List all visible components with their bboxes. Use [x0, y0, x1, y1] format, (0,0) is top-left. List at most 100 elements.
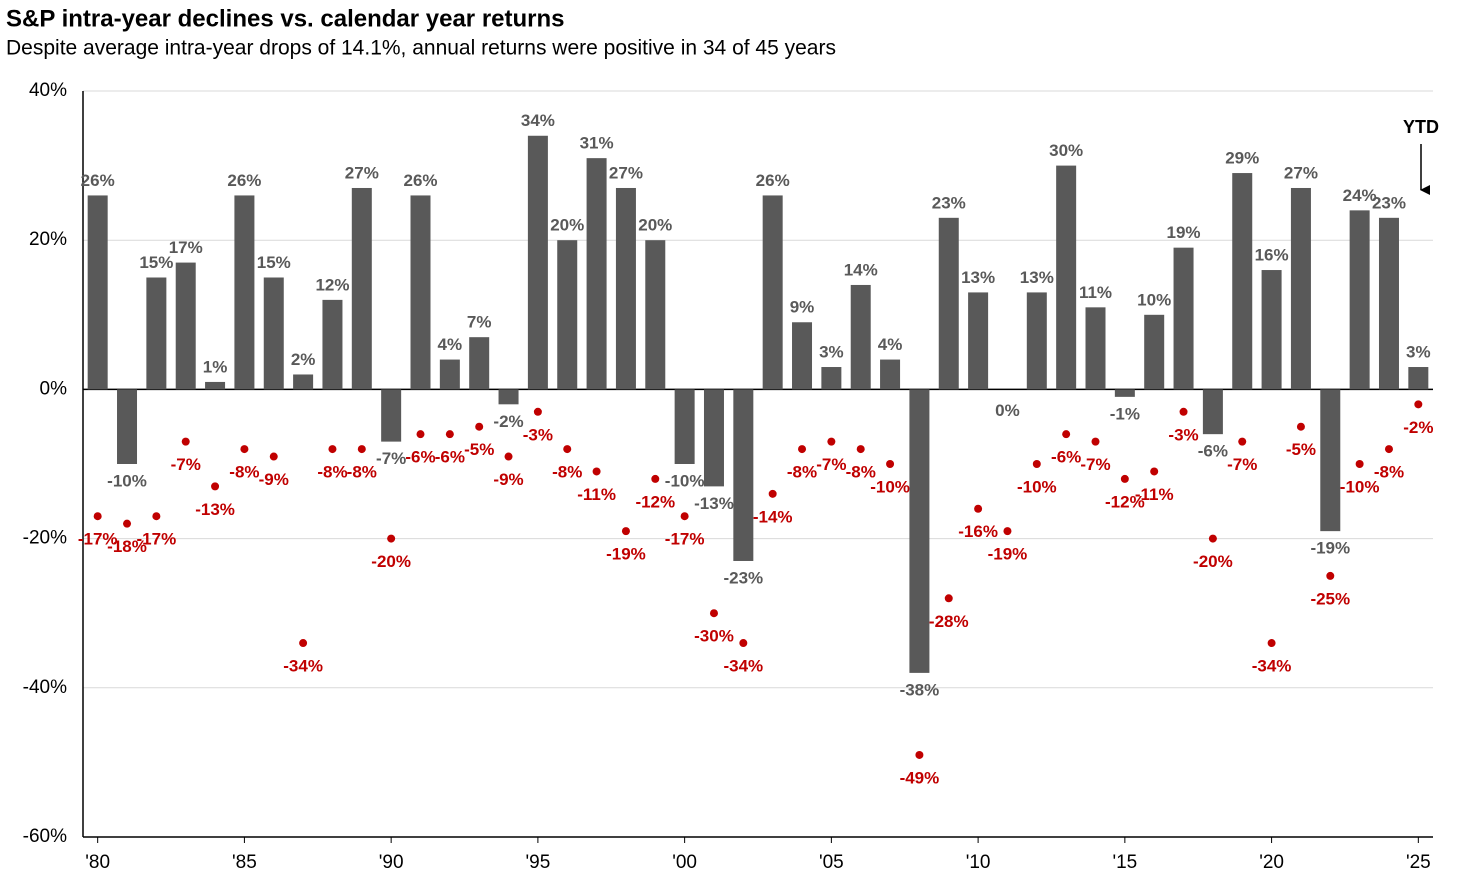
bar [498, 389, 519, 405]
decline-dot [1150, 467, 1159, 476]
decline-value-label: -10% [1340, 477, 1380, 496]
decline-value-label: -30% [694, 627, 734, 646]
decline-dot [1032, 460, 1041, 468]
bar-value-label: 20% [638, 216, 672, 235]
decline-value-label: -11% [577, 485, 616, 504]
bar-value-label: -23% [723, 568, 763, 587]
decline-dot [1091, 437, 1100, 446]
decline-dot [768, 489, 777, 498]
bar [703, 389, 724, 487]
decline-value-label: -34% [723, 657, 763, 676]
y-tick-label: -20% [23, 528, 67, 549]
decline-dot [93, 512, 102, 521]
bar [586, 158, 607, 390]
decline-value-label: -9% [493, 470, 523, 489]
marks: 26%-10%15%17%1%26%15%2%12%27%-7%26%4%7%-… [78, 111, 1434, 787]
decline-value-label: -19% [988, 545, 1028, 564]
decline-dot [1326, 571, 1335, 580]
bar [381, 389, 402, 442]
x-tick-label: '20 [1259, 852, 1284, 873]
decline-dot [592, 467, 601, 476]
decline-value-label: -8% [347, 463, 377, 482]
decline-dot [563, 445, 572, 454]
bar-value-label: 30% [1049, 141, 1083, 160]
bar [439, 359, 460, 390]
decline-value-label: -14% [753, 507, 793, 526]
chart-title: S&P intra-year declines vs. calendar yea… [6, 5, 565, 32]
chart-subtitle: Despite average intra-year drops of 14.1… [6, 37, 836, 60]
decline-value-label: -34% [1252, 657, 1292, 676]
bar [1378, 217, 1399, 390]
bar-value-label: 14% [844, 260, 878, 279]
decline-value-label: -8% [552, 463, 582, 482]
bar-value-label: 1% [203, 357, 228, 376]
decline-dot [533, 407, 542, 416]
x-tick-label: '80 [85, 852, 110, 873]
bar [1085, 307, 1106, 390]
bar-value-label: 31% [580, 134, 614, 153]
decline-value-label: -5% [464, 440, 494, 459]
bar [1056, 165, 1077, 390]
bar-value-label: 12% [315, 275, 349, 294]
bar-value-label: -10% [665, 471, 705, 490]
decline-dot [445, 430, 454, 439]
bar [1261, 270, 1282, 390]
decline-dot [387, 534, 396, 543]
bar-value-label: 13% [961, 268, 995, 287]
decline-value-label: -3% [1168, 425, 1198, 444]
decline-value-label: -8% [317, 463, 347, 482]
bar [733, 389, 754, 561]
decline-dot [240, 445, 249, 454]
bar-value-label: 26% [756, 171, 790, 190]
decline-dot [915, 750, 924, 759]
bar-value-label: 23% [932, 193, 966, 212]
bar [968, 292, 989, 390]
decline-value-label: -8% [846, 463, 876, 482]
decline-value-label: -8% [229, 463, 259, 482]
bar-value-label: 16% [1255, 246, 1289, 265]
decline-value-label: -34% [283, 657, 323, 676]
decline-dot [886, 460, 895, 468]
decline-dot [504, 452, 513, 461]
decline-value-label: -20% [1193, 552, 1233, 571]
y-tick-label: -40% [23, 677, 67, 698]
decline-dot [475, 422, 484, 431]
decline-dot [1238, 437, 1247, 446]
decline-dot [798, 445, 807, 454]
bar [1349, 210, 1370, 390]
decline-dot [1384, 445, 1393, 454]
decline-dot [1003, 527, 1012, 536]
bar-value-label: 26% [81, 171, 115, 190]
x-tick-label: '85 [232, 852, 257, 873]
bar-value-label: 7% [467, 313, 492, 332]
decline-dot [1296, 422, 1305, 431]
bar-value-label: -19% [1310, 539, 1350, 558]
bar [1114, 389, 1135, 397]
decline-dot [709, 609, 718, 618]
bar-value-label: 4% [438, 335, 463, 354]
decline-dot [621, 527, 630, 536]
x-tick-label: '05 [819, 852, 844, 873]
decline-dot [856, 445, 865, 454]
bar-value-label: 26% [227, 171, 261, 190]
bar [557, 240, 578, 390]
bar-value-label: 24% [1343, 186, 1377, 205]
bar [117, 389, 138, 464]
bar-value-label: 3% [819, 343, 844, 362]
bar-value-label: -38% [900, 680, 940, 699]
bar-value-label: -10% [107, 471, 147, 490]
decline-dot [1120, 474, 1129, 483]
decline-dot [680, 512, 689, 521]
bar [909, 389, 930, 673]
decline-value-label: -9% [259, 470, 289, 489]
decline-value-label: -17% [665, 530, 705, 549]
decline-value-label: -7% [171, 455, 201, 474]
decline-value-label: -6% [1051, 448, 1081, 467]
decline-value-label: -17% [78, 530, 118, 549]
decline-value-label: -7% [1227, 455, 1257, 474]
bar [146, 277, 167, 390]
bar [1408, 367, 1429, 390]
bar [1290, 187, 1311, 390]
bar-value-label: 27% [1284, 163, 1318, 182]
decline-value-label: -7% [1080, 455, 1110, 474]
